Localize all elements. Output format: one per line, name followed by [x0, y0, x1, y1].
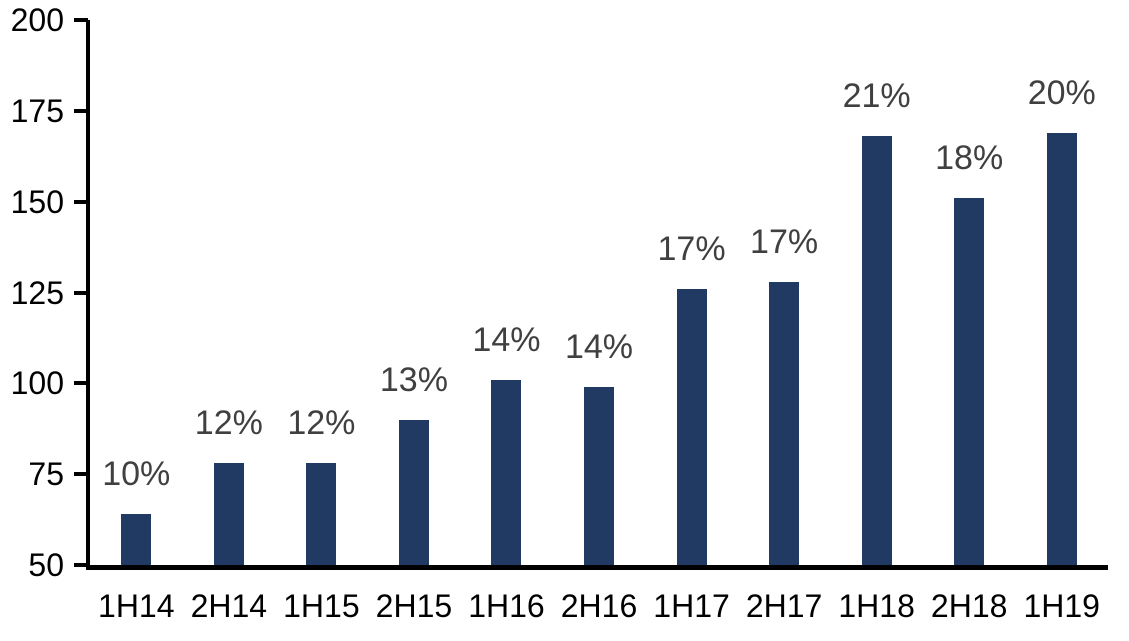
bar-2H16: [584, 386, 614, 565]
x-tick-label: 1H19: [1023, 588, 1100, 624]
y-tick-mark: [74, 199, 88, 204]
bar-value-label: 12%: [194, 404, 263, 443]
y-tick-mark: [74, 563, 88, 567]
bar-value-label: 21%: [842, 77, 911, 116]
bar-value-label: 10%: [102, 455, 171, 494]
bar-value-label: 14%: [564, 327, 634, 366]
y-tick-label: 75: [28, 456, 64, 493]
bar-1H14: [121, 514, 152, 565]
y-tick-mark: [74, 472, 88, 477]
bar-value-label: 12%: [287, 404, 356, 443]
x-tick-label: 2H17: [745, 588, 823, 624]
bar-2H14: [213, 463, 244, 565]
bar-value-label: 17%: [750, 222, 819, 261]
bar-2H15: [398, 419, 429, 565]
bar-1H19: [1046, 132, 1077, 565]
x-tick-label: 2H18: [930, 588, 1008, 624]
y-tick-label: 50: [28, 547, 64, 583]
x-tick-label: 1H15: [283, 588, 360, 624]
y-tick-label: 175: [10, 92, 64, 129]
bar-2H17: [769, 281, 800, 565]
y-tick-label: 150: [10, 183, 64, 220]
bar-1H17: [676, 288, 707, 565]
y-tick-label: 100: [10, 365, 64, 402]
bar-1H16: [491, 379, 522, 565]
bar-value-label: 20%: [1027, 73, 1096, 112]
x-tick-label: 1H14: [98, 588, 175, 624]
x-tick-label: 2H16: [560, 588, 638, 624]
x-tick-label: 1H18: [838, 588, 915, 624]
bar-value-label: 17%: [657, 229, 726, 268]
y-tick-mark: [74, 290, 88, 295]
y-tick-mark: [74, 108, 88, 113]
bar-1H18: [861, 136, 892, 565]
bar-value-label: 13%: [379, 360, 448, 399]
y-tick-mark: [74, 18, 88, 22]
x-tick-label: 2H14: [190, 588, 268, 624]
y-axis-line: [86, 20, 90, 570]
bar-1H15: [306, 463, 337, 565]
y-tick-label: 200: [10, 2, 64, 38]
x-tick-label: 1H17: [653, 588, 730, 624]
bar-value-label: 18%: [935, 139, 1004, 178]
x-tick-label: 2H15: [375, 588, 453, 624]
bar-2H18: [954, 198, 985, 565]
y-tick-label: 125: [10, 274, 64, 311]
x-tick-label: 1H16: [468, 588, 545, 624]
bar-value-label: 14%: [472, 320, 541, 359]
y-tick-mark: [74, 381, 88, 386]
x-axis-line: [86, 565, 1108, 570]
